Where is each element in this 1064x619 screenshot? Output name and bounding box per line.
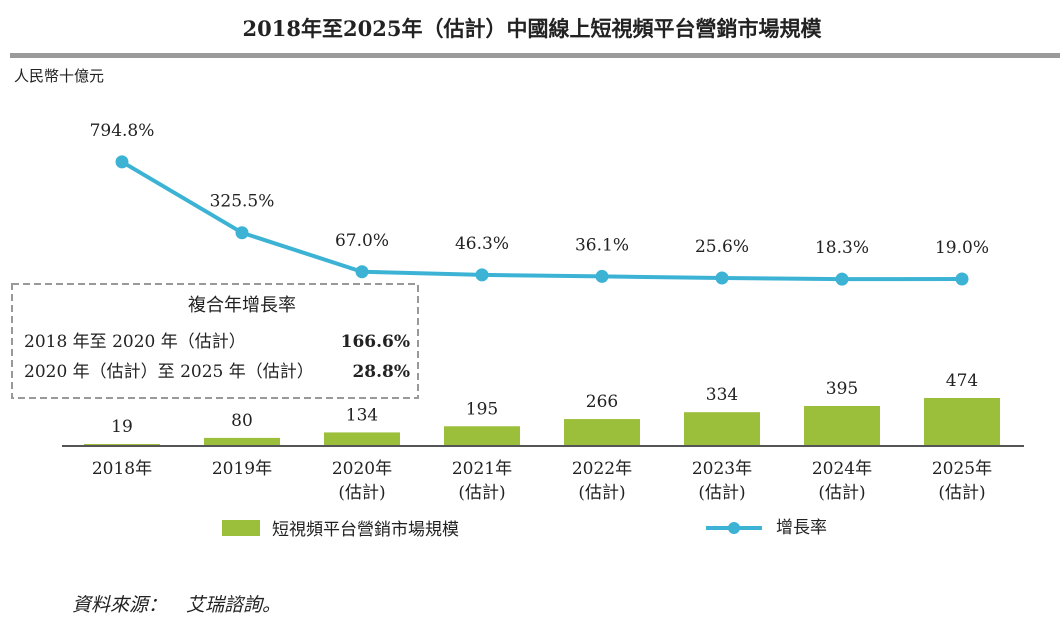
x-tick-label: 2020年	[332, 459, 392, 479]
bar-value-label: 266	[586, 392, 618, 412]
x-tick-label: 2019年	[212, 459, 272, 479]
growth-rate-point	[235, 226, 249, 240]
x-tick-label: (估計)	[458, 483, 505, 503]
bar-value-label: 19	[111, 417, 133, 437]
growth-rate-label: 325.5%	[210, 192, 275, 212]
bar-value-label: 134	[346, 405, 378, 425]
bar-value-label: 80	[231, 411, 253, 431]
cagr-row-label: 2020 年（估計）至 2025 年（估計）	[24, 362, 314, 382]
growth-rate-label: 794.8%	[90, 121, 155, 141]
growth-rate-label: 46.3%	[455, 234, 509, 254]
cagr-row-label: 2018 年至 2020 年（估計）	[24, 332, 246, 352]
bar-value-label: 195	[466, 399, 498, 419]
growth-rate-point	[715, 271, 729, 285]
bar	[804, 406, 880, 446]
bar-value-label: 395	[826, 379, 858, 399]
bar	[564, 419, 640, 446]
growth-rate-label: 25.6%	[695, 237, 749, 257]
x-tick-label: 2024年	[812, 459, 872, 479]
growth-rate-point	[595, 269, 609, 283]
title-rule	[10, 53, 1060, 58]
x-tick-label: 2023年	[692, 459, 752, 479]
bar	[204, 437, 280, 446]
bar-value-label: 334	[706, 385, 738, 405]
source-note: 資料來源： 艾瑞諮詢。	[72, 594, 281, 616]
legend-line-marker	[728, 522, 740, 534]
bar-value-label: 474	[946, 371, 978, 391]
growth-rate-point	[955, 272, 969, 286]
x-tick-label: (估計)	[578, 483, 625, 503]
growth-rate-label: 18.3%	[815, 238, 869, 258]
legend-bar-label: 短視頻平台營銷市場規模	[272, 520, 459, 540]
bar	[444, 426, 520, 446]
cagr-row-value: 28.8%	[352, 362, 410, 382]
x-tick-label: (估計)	[818, 483, 865, 503]
legend-line-label: 增長率	[776, 518, 827, 538]
growth-rate-point	[115, 155, 129, 169]
x-tick-label: 2025年	[932, 459, 992, 479]
cagr-box: 複合年增長率 2018 年至 2020 年（估計） 166.6% 2020 年（…	[11, 283, 419, 399]
growth-rate-label: 67.0%	[335, 231, 389, 251]
x-tick-label: (估計)	[698, 483, 745, 503]
growth-rate-label: 19.0%	[935, 238, 989, 258]
growth-rate-point	[355, 265, 369, 279]
x-tick-label: 2021年	[452, 459, 512, 479]
y-axis-label: 人民幣十億元	[14, 67, 104, 85]
cagr-row-value: 166.6%	[341, 332, 410, 352]
growth-rate-point	[835, 272, 849, 286]
cagr-box-border	[11, 283, 419, 399]
growth-rate-point	[475, 268, 489, 282]
bar	[684, 412, 760, 446]
chart-title: 2018年至2025年（估計）中國線上短視頻平台營銷市場規模	[243, 16, 823, 41]
growth-rate-line	[120, 160, 963, 282]
growth-rate-label: 36.1%	[575, 235, 629, 255]
legend: 短視頻平台營銷市場規模 增長率	[222, 518, 827, 540]
x-tick-label: (估計)	[338, 483, 385, 503]
bar	[324, 432, 400, 446]
bar	[924, 398, 1000, 446]
cagr-title: 複合年增長率	[188, 295, 296, 316]
x-tick-label: (估計)	[938, 483, 985, 503]
x-tick-label: 2022年	[572, 459, 632, 479]
legend-bar-swatch	[222, 520, 260, 536]
x-tick-label: 2018年	[92, 459, 152, 479]
